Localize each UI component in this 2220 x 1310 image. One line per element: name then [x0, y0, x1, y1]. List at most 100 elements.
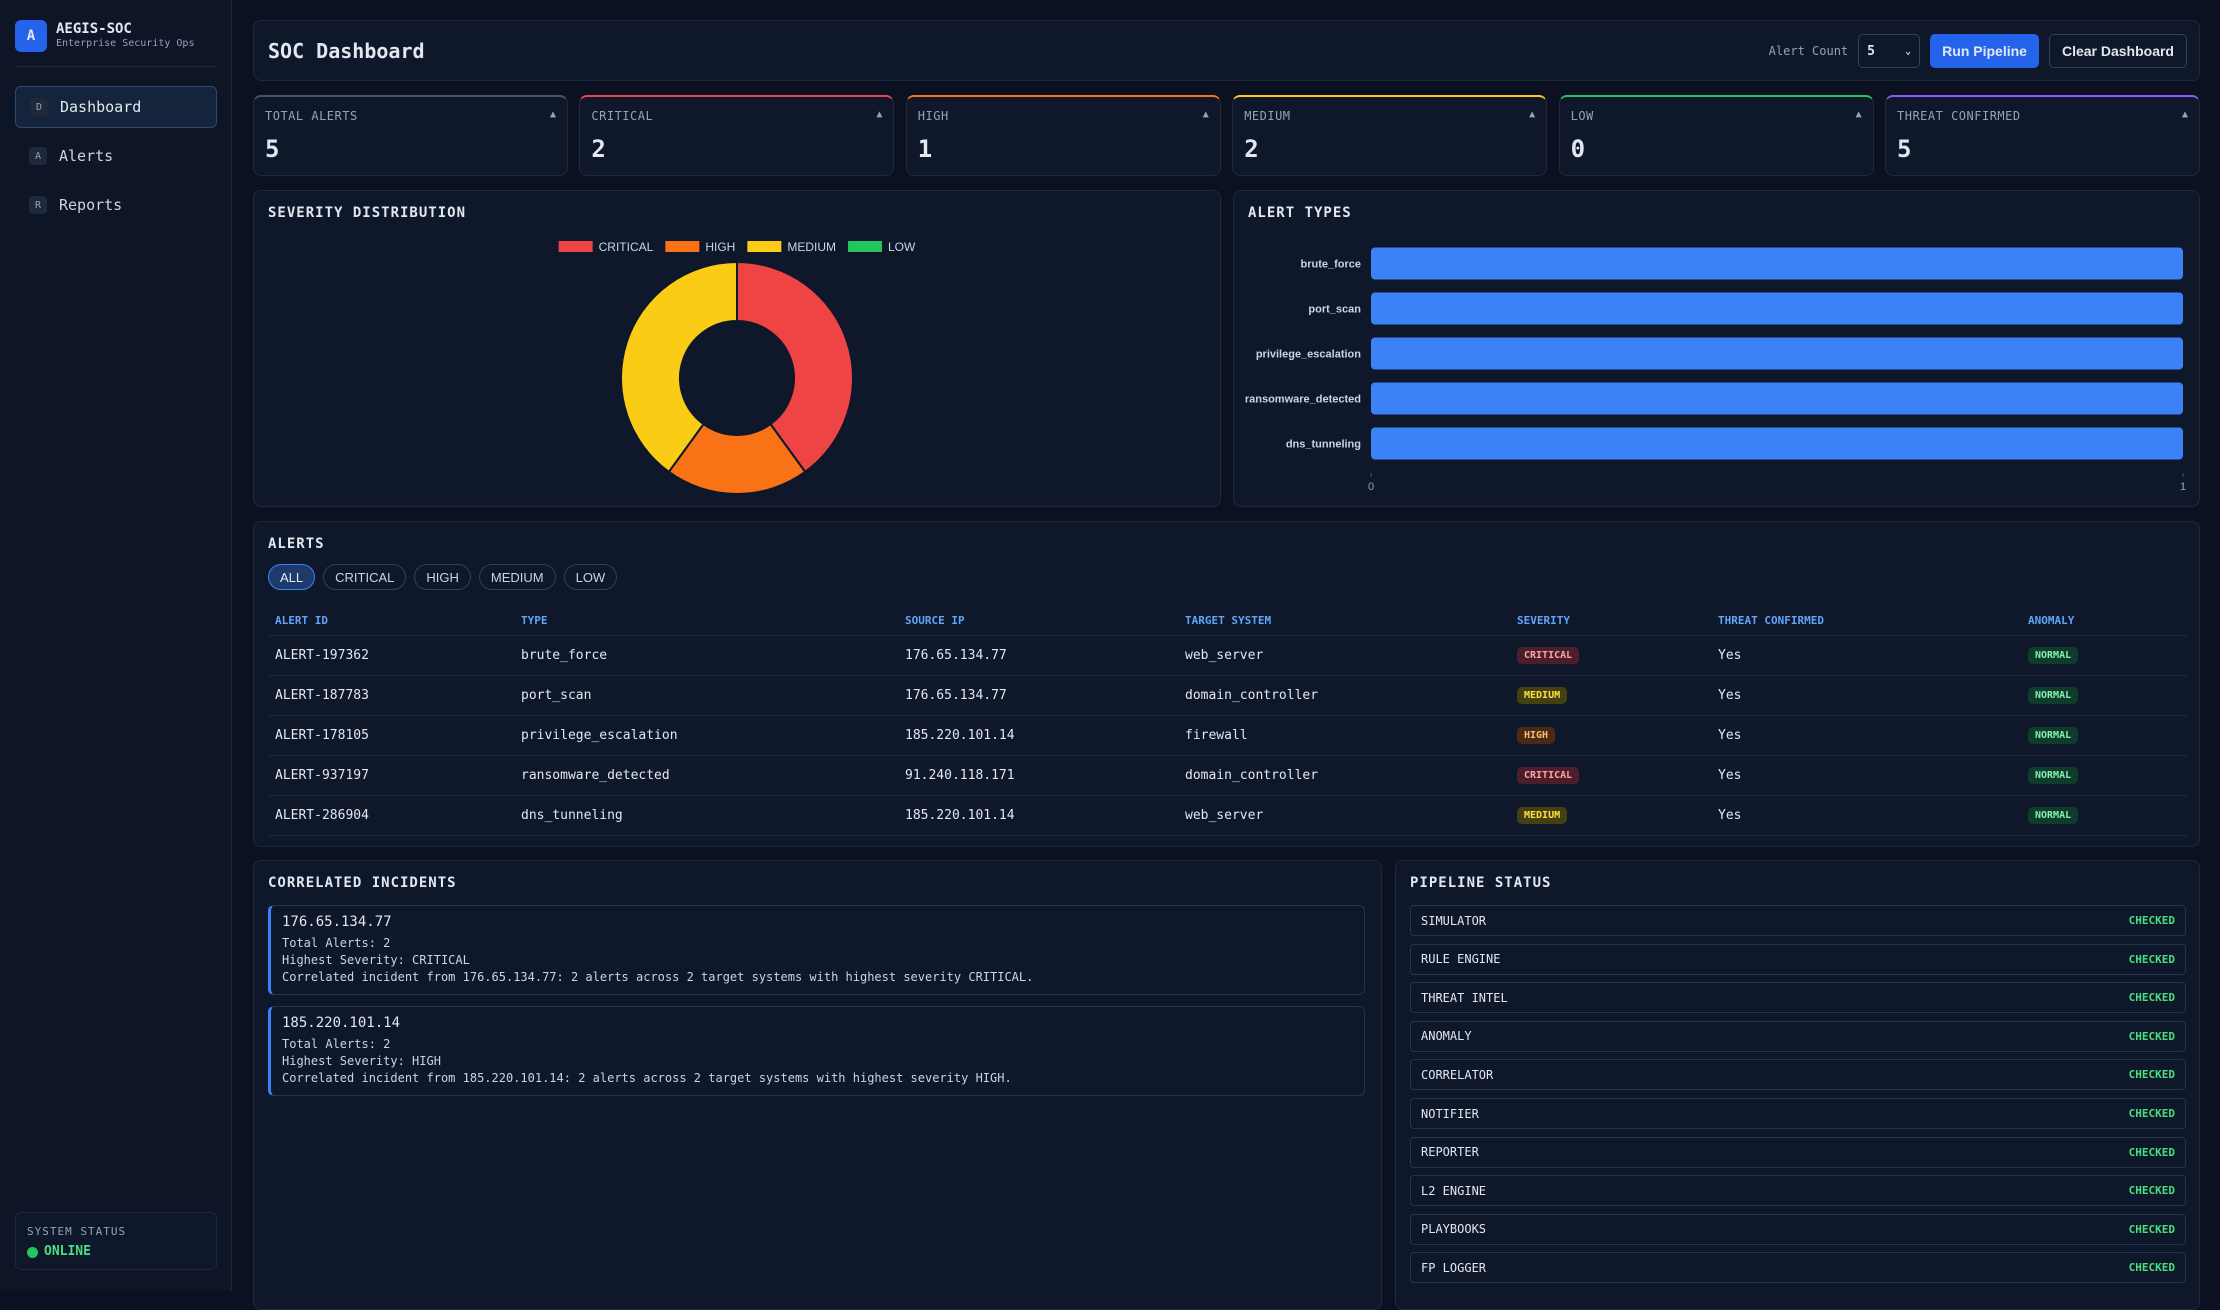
y-tick-label: port_scan — [1308, 304, 1361, 316]
section-title: ALERTS — [268, 536, 325, 552]
filter-chip[interactable]: LOW — [563, 564, 618, 590]
severity-badge: MEDIUM — [1517, 687, 1568, 704]
stat-label: THREAT CONFIRMED — [1897, 109, 2021, 123]
y-tick-label: brute_force — [1300, 259, 1361, 271]
cell: NORMAL — [2028, 647, 2188, 664]
nav-item[interactable]: A Alerts — [15, 135, 217, 177]
stat-label: TOTAL ALERTS — [265, 109, 358, 123]
nav-icon: A — [29, 147, 47, 165]
step-status: CHECKED — [2128, 1029, 2175, 1043]
stat-value: 5 — [265, 135, 280, 163]
stat-value: 2 — [1244, 135, 1259, 163]
step-name: RULE ENGINE — [1421, 952, 1501, 967]
step-status: CHECKED — [2128, 1261, 2175, 1275]
filter-chip[interactable]: HIGH — [414, 564, 471, 590]
divider — [15, 66, 217, 67]
pipeline-step: FP LOGGER CHECKED — [1410, 1252, 2186, 1284]
cell: NORMAL — [2028, 767, 2188, 784]
sidebar: A AEGIS-SOC Enterprise Security Ops D Das… — [0, 0, 232, 1291]
column-header: TYPE — [521, 614, 548, 627]
header: SOC Dashboard Alert Count 5 ⌄ Run Pipelin… — [253, 20, 2200, 81]
pipeline-step: ANOMALY CHECKED — [1410, 1020, 2186, 1052]
cell: HIGH — [1517, 727, 1718, 744]
incident-ip: 176.65.134.77 — [282, 914, 392, 930]
clear-button[interactable]: Clear Dashboard — [2048, 34, 2187, 68]
incident-line: Highest Severity: HIGH — [282, 1054, 441, 1068]
bar — [1371, 292, 2183, 325]
step-status: CHECKED — [2128, 1068, 2175, 1082]
incident: 185.220.101.14 Total Alerts: 2 Highest Sev… — [268, 1006, 1365, 1096]
legend-swatch — [558, 241, 593, 252]
filter-chip[interactable]: ALL — [268, 564, 316, 590]
status-label: SYSTEM STATUS — [27, 1225, 127, 1238]
severity-card: SEVERITY DISTRIBUTION CRITICAL HIGH MEDIUM… — [253, 190, 1221, 507]
stat-card: HIGH ▲ 1 — [905, 95, 1221, 176]
pipeline-step: REPORTER CHECKED — [1410, 1136, 2186, 1168]
incident-line: Total Alerts: 2 — [282, 1037, 391, 1051]
logo: A — [15, 20, 47, 52]
cell: Yes — [1718, 768, 1742, 783]
anomaly-badge: NORMAL — [2028, 727, 2079, 744]
step-name: FP LOGGER — [1421, 1260, 1487, 1275]
filter-chip[interactable]: MEDIUM — [478, 564, 556, 590]
pipeline-step: PLAYBOOKS CHECKED — [1410, 1213, 2186, 1245]
cell: 185.220.101.14 — [905, 808, 1015, 823]
section-title: PIPELINE STATUS — [1410, 875, 1552, 891]
step-name: ANOMALY — [1421, 1029, 1472, 1044]
anomaly-badge: NORMAL — [2028, 687, 2079, 704]
incident-line: Highest Severity: CRITICAL — [282, 953, 470, 967]
cell: dns_tunneling — [521, 808, 623, 823]
cell: domain_controller — [1185, 768, 1319, 783]
filter-chip[interactable]: CRITICAL — [323, 564, 407, 590]
nav-label: Reports — [59, 196, 123, 214]
stat-value: 5 — [1897, 135, 1912, 163]
system-status: SYSTEM STATUS ONLINE — [15, 1212, 217, 1270]
cell: 176.65.134.77 — [905, 688, 1007, 703]
nav-item[interactable]: D Dashboard — [15, 86, 217, 128]
table-header: ALERT ID TYPE SOURCE IP TARGET SYSTEM SEVERI… — [268, 606, 2187, 636]
incident-line: Correlated incident from 176.65.134.77: … — [282, 970, 1034, 984]
cell: 185.220.101.14 — [905, 728, 1015, 743]
pie-chart: CRITICAL HIGH MEDIUM LOW — [558, 240, 916, 495]
cell: CRITICAL — [1517, 767, 1718, 784]
incident: 176.65.134.77 Total Alerts: 2 Highest Seve… — [268, 905, 1365, 995]
step-name: REPORTER — [1421, 1145, 1479, 1160]
cell: ALERT-178105 — [275, 728, 369, 743]
pipeline-step: L2 ENGINE CHECKED — [1410, 1175, 2186, 1207]
bar-chart: 0 1 brute_force port_scan privilege_escalati… — [1245, 247, 2186, 493]
cell: web_server — [1185, 648, 1264, 663]
run-button[interactable]: Run Pipeline — [1930, 34, 2039, 68]
cell: Yes — [1718, 728, 1742, 743]
legend-label: LOW — [888, 240, 916, 254]
column-header: ANOMALY — [2028, 614, 2075, 627]
chart-title: ALERT TYPES — [1248, 205, 1352, 221]
nav-item[interactable]: R Reports — [15, 184, 217, 226]
stat-label: MEDIUM — [1244, 109, 1291, 123]
step-status: CHECKED — [2128, 1184, 2175, 1198]
section-title: CORRELATED INCIDENTS — [268, 875, 457, 891]
cell: brute_force — [521, 648, 608, 663]
stat-label: HIGH — [917, 109, 949, 123]
cell: 176.65.134.77 — [905, 648, 1007, 663]
pie-slice — [667, 422, 807, 495]
pipeline-card: PIPELINE STATUS SIMULATOR CHECKED RULE ENG… — [1395, 860, 2200, 1310]
table-row: ALERT-178105 privilege_escalation 185.220.… — [268, 716, 2187, 756]
step-name: THREAT INTEL — [1421, 990, 1508, 1005]
bar — [1371, 247, 2183, 280]
legend-swatch — [747, 241, 782, 252]
step-name: NOTIFIER — [1421, 1106, 1479, 1121]
anomaly-badge: NORMAL — [2028, 807, 2079, 824]
x-tick-label: 1 — [2180, 481, 2186, 493]
stat-card: LOW ▲ 0 — [1558, 95, 1874, 176]
cell: ALERT-286904 — [275, 808, 369, 823]
pipeline-step: RULE ENGINE CHECKED — [1410, 943, 2186, 975]
step-status: CHECKED — [2128, 1222, 2175, 1236]
alert-count-select[interactable]: 5 ⌄ — [1858, 34, 1921, 68]
status-dot — [27, 1247, 38, 1258]
severity-badge: CRITICAL — [1517, 767, 1580, 784]
legend-label: MEDIUM — [787, 240, 836, 254]
cell: NORMAL — [2028, 687, 2188, 704]
controls: Alert Count 5 ⌄ Run Pipeline Clear Dashbo… — [1769, 34, 2187, 68]
y-tick-label: dns_tunneling — [1286, 439, 1361, 451]
